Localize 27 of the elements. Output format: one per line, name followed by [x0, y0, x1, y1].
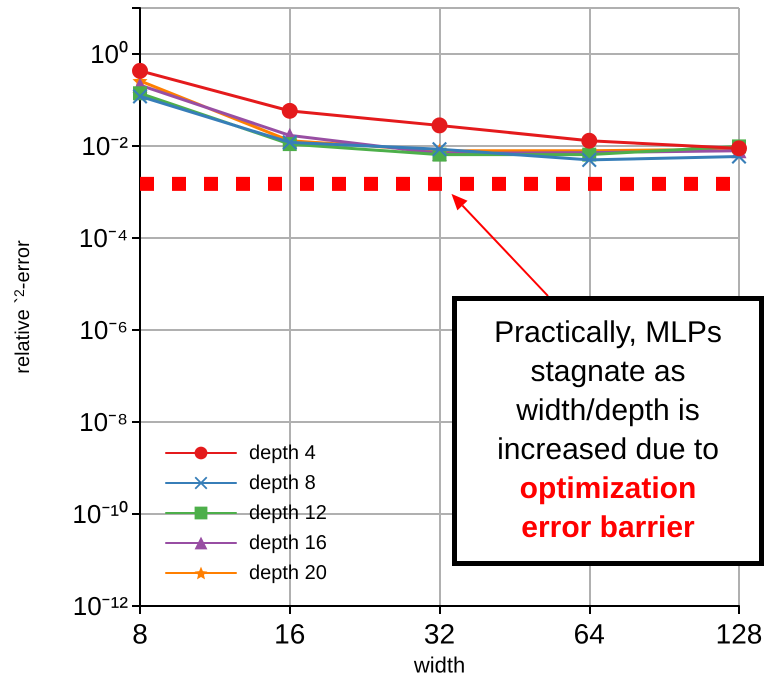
point	[282, 102, 298, 119]
y-tick-label: 10⁻¹⁰	[72, 499, 128, 529]
legend-label: depth 20	[249, 562, 327, 584]
x-tick-label: 16	[274, 618, 306, 650]
x-tick-label: 32	[424, 618, 456, 650]
legend-label: depth 16	[249, 532, 327, 554]
y-tick-label: 10⁻⁸	[79, 407, 128, 437]
x-axis-title: width	[412, 652, 466, 678]
y-tick-label: 10⁻²	[81, 131, 128, 161]
legend-label: depth 4	[249, 442, 316, 464]
point	[581, 132, 598, 149]
annotation: Practically, MLPs stagnate as width/depth is increased due to	[494, 316, 722, 466]
y-tick-label: 10⁻⁴	[78, 223, 128, 253]
point	[132, 62, 148, 79]
y-axis-title: relative `2-error	[11, 240, 34, 374]
x-tick-label: 64	[574, 618, 605, 650]
x-tick-label: 128	[716, 618, 762, 650]
legend-label: depth 12	[249, 502, 327, 524]
x-tick-label: 8	[132, 618, 148, 650]
legend-label: depth 8	[249, 472, 316, 494]
y-tick-label: 10⁰	[90, 39, 128, 69]
point	[432, 117, 448, 134]
y-tick-label: 10⁻⁶	[79, 315, 128, 345]
annotation: optimization error barrier	[518, 471, 698, 546]
point	[132, 88, 148, 104]
point	[582, 152, 597, 168]
y-tick-label: 10⁻¹²	[72, 591, 128, 621]
